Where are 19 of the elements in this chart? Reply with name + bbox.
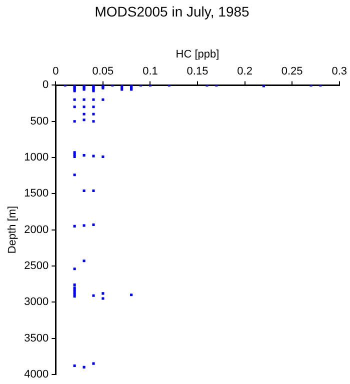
y-tick-label: 2000 [24, 224, 49, 236]
x-tick-label: 0.25 [281, 66, 303, 78]
x-tick-label: 0.1 [142, 66, 158, 78]
y-axis-title: Depth [m] [6, 206, 19, 254]
y-tick-label: 500 [30, 115, 49, 128]
y-tick-label: 3500 [24, 332, 49, 344]
y-tick-label: 1500 [24, 188, 49, 200]
y-tick-label: 4000 [24, 368, 49, 380]
x-tick-label: 0 [52, 66, 59, 78]
x-axis-title: HC [ppb] [176, 48, 220, 60]
y-tick-label: 3000 [24, 296, 49, 308]
y-tick-label: 0 [42, 79, 49, 92]
chart-title: MODS2005 in July, 1985 [94, 3, 250, 20]
y-tick-label: 2500 [24, 260, 49, 272]
x-tick-label: 0.05 [92, 66, 114, 78]
x-tick-label: 0.15 [186, 66, 208, 78]
x-tick-label: 0.3 [332, 66, 348, 78]
x-tick-label: 0.2 [237, 66, 252, 78]
y-tick-label: 1000 [24, 152, 49, 164]
